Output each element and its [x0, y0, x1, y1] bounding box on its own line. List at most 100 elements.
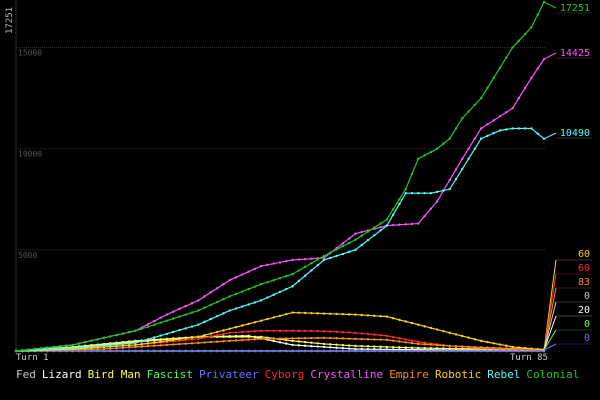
data-point	[322, 254, 326, 258]
data-point	[391, 317, 395, 320]
data-point	[423, 192, 426, 195]
data-point	[285, 312, 288, 316]
data-point	[511, 127, 514, 130]
data-point	[203, 295, 206, 298]
data-point	[385, 338, 389, 342]
data-point	[285, 329, 288, 332]
data-point	[398, 349, 401, 353]
data-point	[310, 311, 313, 315]
data-point	[511, 349, 514, 353]
data-point	[222, 332, 225, 336]
data-point	[322, 342, 326, 346]
data-point	[197, 341, 200, 345]
data-point	[435, 147, 439, 150]
data-point	[291, 311, 294, 314]
data-point	[322, 329, 326, 333]
data-point	[448, 344, 451, 348]
data-point	[197, 323, 200, 326]
data-point	[322, 345, 326, 349]
data-point	[285, 349, 288, 353]
data-point	[454, 127, 458, 130]
data-point	[14, 349, 18, 353]
data-point	[121, 340, 125, 344]
data-point	[259, 299, 263, 302]
data-point	[297, 258, 301, 261]
data-point	[448, 178, 451, 182]
data-point	[247, 330, 250, 333]
data-point	[322, 256, 326, 260]
data-point	[21, 349, 24, 352]
data-point	[498, 343, 502, 346]
data-point	[391, 208, 395, 211]
data-point	[159, 321, 162, 324]
data-point	[102, 344, 106, 347]
data-point	[140, 327, 143, 330]
data-point	[379, 338, 382, 341]
data-point	[360, 230, 363, 234]
data-point	[115, 333, 118, 337]
x-tick-label-end: Turn 85	[510, 353, 548, 363]
data-point	[442, 347, 445, 350]
data-point	[423, 343, 426, 346]
data-point	[266, 329, 269, 332]
data-point	[33, 347, 37, 351]
data-point	[322, 349, 326, 353]
data-point	[473, 338, 477, 341]
data-point	[121, 349, 125, 353]
data-point	[435, 190, 439, 194]
data-point	[228, 331, 231, 334]
data-point	[222, 283, 225, 286]
data-point	[410, 192, 414, 195]
legend-item: Empire	[389, 368, 429, 381]
data-point	[39, 347, 43, 350]
data-point	[448, 187, 451, 191]
data-point	[153, 349, 156, 353]
data-point	[404, 187, 407, 191]
data-point	[404, 346, 407, 349]
data-point	[109, 349, 112, 353]
data-point	[391, 339, 395, 342]
data-point	[410, 222, 414, 226]
data-point	[253, 301, 257, 304]
data-point	[322, 312, 326, 315]
data-point	[435, 328, 439, 331]
end-leader	[543, 52, 557, 60]
data-point	[253, 267, 257, 271]
data-point	[517, 346, 521, 349]
data-point	[171, 317, 175, 320]
data-point	[247, 287, 250, 291]
data-point	[505, 347, 508, 350]
data-point	[492, 119, 495, 122]
data-point	[341, 346, 345, 350]
data-point	[127, 340, 131, 343]
data-point	[90, 349, 93, 353]
legend-item: Colonial	[526, 368, 580, 381]
data-point	[159, 334, 162, 337]
data-point	[171, 349, 175, 353]
data-point	[341, 330, 345, 334]
data-point	[71, 343, 74, 347]
data-point	[379, 315, 382, 318]
data-point	[178, 315, 181, 318]
series-line	[15, 127, 545, 352]
data-point	[473, 345, 477, 349]
data-point	[96, 338, 99, 341]
end-label: 10490	[560, 128, 590, 139]
data-point	[354, 347, 357, 351]
data-point	[203, 336, 206, 339]
data-point	[127, 349, 131, 353]
data-point	[398, 198, 401, 201]
data-point	[278, 314, 282, 317]
data-point	[90, 339, 93, 342]
data-point	[241, 338, 244, 342]
data-point	[285, 337, 288, 340]
data-point	[341, 343, 345, 347]
data-point	[46, 348, 49, 351]
data-point	[479, 339, 483, 343]
data-point	[241, 335, 244, 339]
data-point	[303, 336, 307, 340]
end-leader	[543, 301, 557, 351]
data-point	[391, 349, 395, 353]
data-point	[159, 349, 162, 353]
